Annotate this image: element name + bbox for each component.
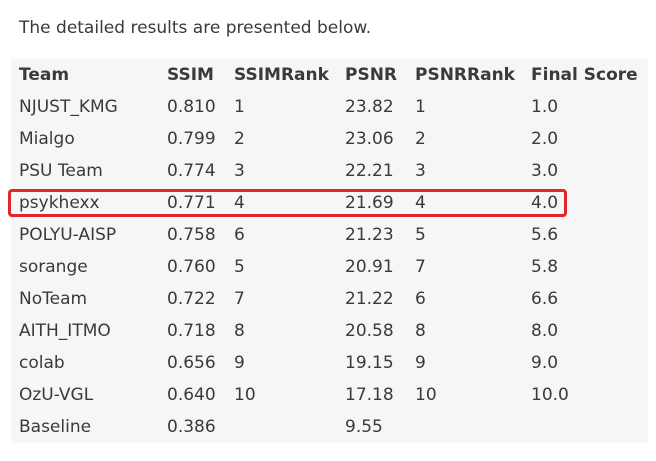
cell-psnr-rank: 3 xyxy=(415,161,426,181)
cell-psnr: 19.15 xyxy=(345,353,394,373)
cell-team: POLYU-AISP xyxy=(19,225,117,245)
cell-ssim-rank: 1 xyxy=(234,97,245,117)
cell-team: Baseline xyxy=(19,417,92,437)
cell-ssim-rank: 3 xyxy=(234,161,245,181)
cell-ssim: 0.640 xyxy=(167,385,216,405)
table-row-highlighted: psykhexx 0.771 4 21.69 4 4.0 xyxy=(11,187,648,219)
cell-psnr: 20.58 xyxy=(345,321,394,341)
cell-ssim: 0.386 xyxy=(167,417,216,437)
cell-team: colab xyxy=(19,353,65,373)
cell-psnr: 20.91 xyxy=(345,257,394,277)
cell-psnr-rank xyxy=(407,411,523,443)
table-header-row: Team SSIM SSIMRank PSNR PSNRRank Final S… xyxy=(11,59,648,91)
cell-psnr-rank: 5 xyxy=(415,225,426,245)
table-row: colab 0.656 9 19.15 9 9.0 xyxy=(11,347,648,379)
cell-psnr: 22.21 xyxy=(345,161,394,181)
cell-ssim: 0.810 xyxy=(167,97,216,117)
cell-psnr-rank: 6 xyxy=(415,289,426,309)
results-table: Team SSIM SSIMRank PSNR PSNRRank Final S… xyxy=(11,59,648,443)
cell-psnr-rank: 4 xyxy=(415,193,426,213)
cell-team: AITH_ITMO xyxy=(19,321,111,341)
cell-ssim-rank: 4 xyxy=(234,193,245,213)
cell-final-score: 6.6 xyxy=(531,289,559,309)
cell-ssim-rank: 8 xyxy=(234,321,245,341)
cell-psnr: 21.69 xyxy=(345,193,394,213)
cell-final-score: 5.6 xyxy=(531,225,559,245)
header-psnr: PSNR xyxy=(345,65,398,85)
cell-ssim: 0.722 xyxy=(167,289,216,309)
cell-ssim: 0.656 xyxy=(167,353,216,373)
table-row: PSU Team 0.774 3 22.21 3 3.0 xyxy=(11,155,648,187)
cell-psnr-rank: 8 xyxy=(415,321,426,341)
cell-ssim-rank: 5 xyxy=(234,257,245,277)
cell-ssim-rank: 2 xyxy=(234,129,245,149)
cell-team: psykhexx xyxy=(19,193,100,213)
cell-final-score: 2.0 xyxy=(531,129,559,149)
cell-team: sorange xyxy=(19,257,88,277)
cell-final-score: 8.0 xyxy=(531,321,559,341)
cell-ssim-rank: 6 xyxy=(234,225,245,245)
cell-final-score: 9.0 xyxy=(531,353,559,373)
cell-final-score: 1.0 xyxy=(531,97,559,117)
cell-ssim: 0.799 xyxy=(167,129,216,149)
header-ssim: SSIM xyxy=(167,65,214,85)
table-row: AITH_ITMO 0.718 8 20.58 8 8.0 xyxy=(11,315,648,347)
table-row: Baseline 0.386 9.55 xyxy=(11,411,648,443)
table-row: NoTeam 0.722 7 21.22 6 6.6 xyxy=(11,283,648,315)
cell-psnr: 9.55 xyxy=(345,417,383,437)
cell-psnr-rank: 10 xyxy=(415,385,437,405)
cell-team: NJUST_KMG xyxy=(19,97,118,117)
table-row: OzU-VGL 0.640 10 17.18 10 10.0 xyxy=(11,379,648,411)
cell-psnr-rank: 1 xyxy=(415,97,426,117)
cell-psnr-rank: 7 xyxy=(415,257,426,277)
cell-final-score: 10.0 xyxy=(531,385,569,405)
cell-team: PSU Team xyxy=(19,161,103,181)
header-team: Team xyxy=(19,65,70,85)
cell-team: OzU-VGL xyxy=(19,385,94,405)
table-row: NJUST_KMG 0.810 1 23.82 1 1.0 xyxy=(11,91,648,123)
table-row: sorange 0.760 5 20.91 7 5.8 xyxy=(11,251,648,283)
cell-final-score: 3.0 xyxy=(531,161,559,181)
cell-ssim: 0.718 xyxy=(167,321,216,341)
cell-ssim: 0.774 xyxy=(167,161,216,181)
cell-ssim: 0.771 xyxy=(167,193,216,213)
cell-ssim-rank: 7 xyxy=(234,289,245,309)
cell-psnr-rank: 2 xyxy=(415,129,426,149)
header-ssim-rank: SSIMRank xyxy=(234,65,329,85)
cell-final-score xyxy=(523,411,648,443)
table-row: POLYU-AISP 0.758 6 21.23 5 5.6 xyxy=(11,219,648,251)
header-psnr-rank: PSNRRank xyxy=(415,65,515,85)
cell-psnr: 17.18 xyxy=(345,385,394,405)
cell-final-score: 5.8 xyxy=(531,257,559,277)
cell-team: Mialgo xyxy=(19,129,75,149)
intro-text: The detailed results are presented below… xyxy=(19,18,372,38)
cell-ssim-rank xyxy=(226,411,337,443)
table-row: Mialgo 0.799 2 23.06 2 2.0 xyxy=(11,123,648,155)
cell-final-score: 4.0 xyxy=(531,193,559,213)
cell-ssim-rank: 10 xyxy=(234,385,256,405)
cell-ssim: 0.760 xyxy=(167,257,216,277)
cell-psnr-rank: 9 xyxy=(415,353,426,373)
header-final-score: Final Score xyxy=(531,65,638,85)
cell-team: NoTeam xyxy=(19,289,88,309)
cell-psnr: 21.23 xyxy=(345,225,394,245)
cell-psnr: 21.22 xyxy=(345,289,394,309)
cell-psnr: 23.06 xyxy=(345,129,394,149)
cell-ssim-rank: 9 xyxy=(234,353,245,373)
cell-ssim: 0.758 xyxy=(167,225,216,245)
cell-psnr: 23.82 xyxy=(345,97,394,117)
